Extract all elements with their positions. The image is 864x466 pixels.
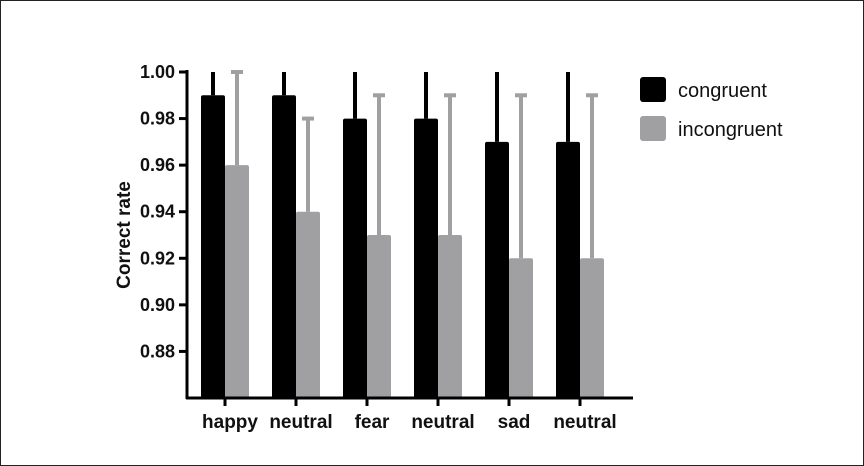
bar-incongruent-neutral (580, 258, 604, 398)
bar-congruent-happy (201, 95, 225, 399)
x-tick-label: happy (202, 412, 258, 433)
x-tick-label: neutral (411, 412, 474, 433)
x-tick-label: neutral (553, 412, 616, 433)
legend-label-incongruent: incongruent (678, 119, 783, 141)
y-tick-label: 0.98 (140, 109, 175, 129)
y-tick-label: 0.96 (140, 155, 175, 175)
x-tick-label: sad (498, 412, 531, 433)
y-tick-label: 0.94 (140, 202, 175, 222)
legend-swatch-congruent (640, 77, 666, 102)
y-tick-label: 0.90 (140, 295, 175, 315)
bar-congruent-neutral (556, 141, 580, 398)
y-axis-label: Correct rate (114, 181, 135, 289)
y-tick-label: 0.88 (140, 341, 175, 361)
bar-incongruent-fear (367, 235, 391, 398)
y-tick-label: 0.92 (140, 248, 175, 268)
bar-congruent-fear (343, 118, 367, 399)
bar-incongruent-neutral (296, 211, 320, 398)
bar-congruent-neutral (414, 118, 438, 399)
bar-congruent-sad (485, 141, 509, 398)
x-tick-label: fear (355, 412, 390, 433)
x-tick-label: neutral (269, 412, 332, 433)
legend-label-congruent: congruent (678, 80, 767, 102)
bar-congruent-neutral (272, 95, 296, 399)
bar-incongruent-happy (225, 165, 249, 398)
legend-swatch-incongruent (640, 116, 666, 141)
bar-incongruent-neutral (438, 235, 462, 398)
y-tick-label: 1.00 (140, 62, 175, 82)
legend: congruent incongruent (640, 77, 783, 141)
bar-incongruent-sad (509, 258, 533, 398)
